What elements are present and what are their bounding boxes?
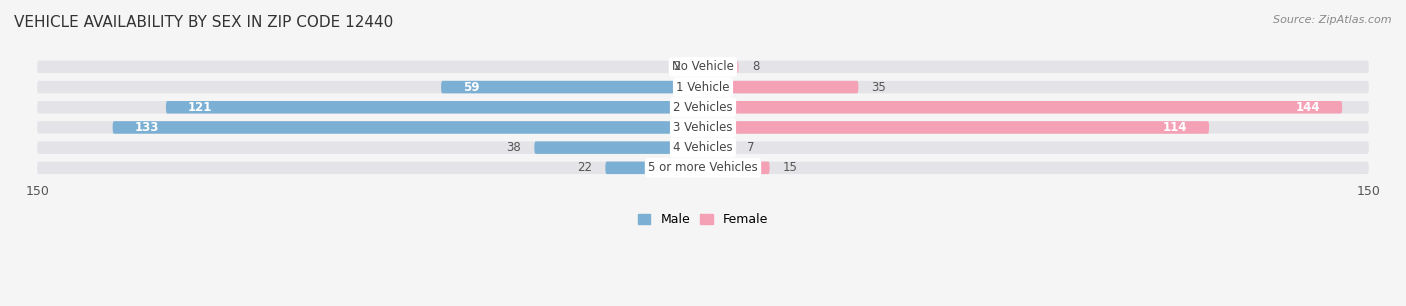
- Text: 15: 15: [783, 161, 797, 174]
- FancyBboxPatch shape: [703, 141, 734, 154]
- Text: 2 Vehicles: 2 Vehicles: [673, 101, 733, 114]
- Text: 5 or more Vehicles: 5 or more Vehicles: [648, 161, 758, 174]
- FancyBboxPatch shape: [37, 162, 1369, 174]
- Text: 121: 121: [188, 101, 212, 114]
- Text: No Vehicle: No Vehicle: [672, 60, 734, 73]
- Text: 35: 35: [872, 80, 886, 94]
- Text: 8: 8: [752, 60, 759, 73]
- Text: 7: 7: [748, 141, 755, 154]
- FancyBboxPatch shape: [166, 101, 703, 114]
- FancyBboxPatch shape: [703, 121, 1209, 134]
- Text: 38: 38: [506, 141, 522, 154]
- FancyBboxPatch shape: [37, 101, 1369, 114]
- FancyBboxPatch shape: [703, 101, 1343, 114]
- Text: VEHICLE AVAILABILITY BY SEX IN ZIP CODE 12440: VEHICLE AVAILABILITY BY SEX IN ZIP CODE …: [14, 15, 394, 30]
- FancyBboxPatch shape: [37, 141, 1369, 154]
- Text: 4 Vehicles: 4 Vehicles: [673, 141, 733, 154]
- FancyBboxPatch shape: [441, 81, 703, 93]
- FancyBboxPatch shape: [606, 162, 703, 174]
- Text: Source: ZipAtlas.com: Source: ZipAtlas.com: [1274, 15, 1392, 25]
- FancyBboxPatch shape: [703, 61, 738, 73]
- Text: 2: 2: [673, 60, 681, 73]
- FancyBboxPatch shape: [112, 121, 703, 134]
- FancyBboxPatch shape: [695, 61, 703, 73]
- Text: 3 Vehicles: 3 Vehicles: [673, 121, 733, 134]
- FancyBboxPatch shape: [703, 162, 769, 174]
- Text: 1 Vehicle: 1 Vehicle: [676, 80, 730, 94]
- FancyBboxPatch shape: [37, 121, 1369, 134]
- Text: 144: 144: [1295, 101, 1320, 114]
- FancyBboxPatch shape: [534, 141, 703, 154]
- FancyBboxPatch shape: [37, 61, 1369, 73]
- Text: 22: 22: [576, 161, 592, 174]
- FancyBboxPatch shape: [37, 81, 1369, 93]
- Text: 133: 133: [135, 121, 159, 134]
- FancyBboxPatch shape: [703, 81, 858, 93]
- Legend: Male, Female: Male, Female: [638, 213, 768, 226]
- Text: 59: 59: [464, 80, 479, 94]
- Text: 114: 114: [1163, 121, 1187, 134]
